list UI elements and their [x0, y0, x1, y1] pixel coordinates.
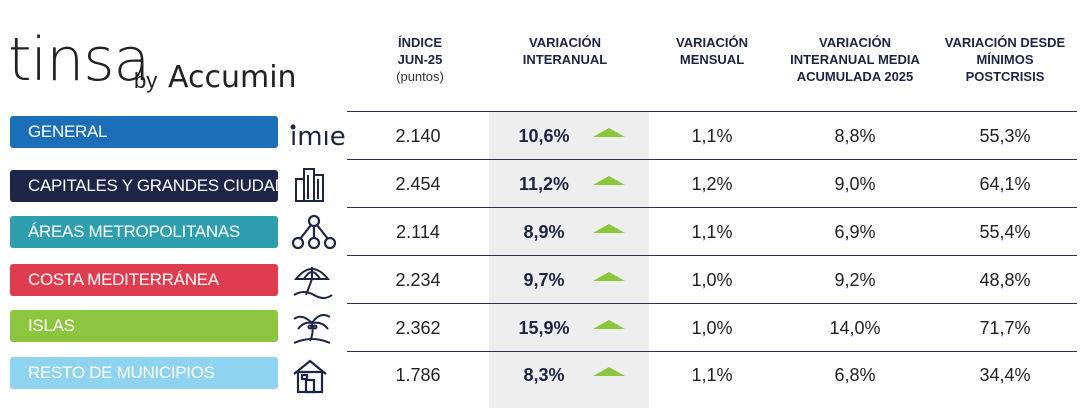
minimos-value: 64,1%: [979, 174, 1031, 194]
header-indice: ÍNDICE Jun-25 (puntos): [396, 35, 444, 84]
mensual-value: 1,0%: [691, 270, 733, 290]
table-row: CAPITALES Y GRANDES CIUDADES 2.454 11,2% 1,…: [0, 0, 1090, 202]
network-nodes-icon: [290, 213, 344, 255]
header-variacion-mensual: VARIACIÓN MENSUAL: [676, 35, 748, 67]
header-variacion-interanual: VARIACIÓN INTERANUAL: [522, 35, 608, 67]
table-divider: [347, 159, 1077, 160]
minimos-value: 48,8%: [979, 270, 1031, 290]
table-row: RESTO DE MUNICIPIOS 1.786 8,3% 1,1% 6,8% 34,4…: [0, 0, 1090, 394]
up-trend-arrow-icon: [593, 367, 625, 376]
mensual-value: 1,1%: [691, 365, 733, 385]
up-trend-arrow-icon: [593, 320, 625, 329]
accumin-wordmark: Accumin: [168, 60, 297, 95]
interanual-value: 11,2%: [518, 174, 570, 194]
region-label: CAPITALES Y GRANDES CIUDADES: [10, 170, 309, 202]
up-trend-arrow-icon: [593, 176, 625, 185]
header-variacion-media: VARIACIÓN INTERANUAL MEDIA ACUMULADA 202…: [790, 35, 920, 84]
city-buildings-icon: [290, 165, 344, 207]
media-value: 8,8%: [834, 126, 876, 146]
region-label: RESTO DE MUNICIPIOS: [10, 357, 278, 389]
mensual-value: 1,1%: [691, 222, 733, 242]
indice-value: 2.114: [396, 222, 440, 242]
media-value: 9,0%: [834, 174, 876, 194]
svg-text:ımıe: ımıe: [290, 122, 346, 152]
interanual-value: 9,7%: [523, 270, 565, 290]
region-label: ÁREAS METROPOLITANAS: [10, 216, 278, 248]
mensual-value: 1,0%: [691, 318, 733, 338]
table-row: GENERAL ımıe 2.140 10,6% 1,1% 8,8% 55,3%: [0, 0, 1090, 152]
indice-value: 2.362: [395, 318, 441, 338]
minimos-value: 71,7%: [979, 318, 1031, 338]
table-divider: [347, 207, 1077, 208]
palm-island-icon: [290, 309, 344, 351]
minimos-value: 34,4%: [979, 365, 1031, 385]
indice-value: 2.454: [395, 174, 441, 194]
table-row: ÁREAS METROPOLITANAS 2.114 8,9% 1,1% 6,9% 55,…: [0, 0, 1090, 250]
up-trend-arrow-icon: [593, 128, 625, 137]
table-divider: [347, 111, 1077, 112]
mensual-value: 1,2%: [691, 174, 733, 194]
up-trend-arrow-icon: [593, 272, 625, 281]
up-trend-arrow-icon: [593, 224, 625, 233]
imie-logo-icon: ımıe: [290, 117, 346, 159]
region-label: COSTA MEDITERRÁNEA: [10, 264, 278, 296]
tinsa-accumin-logo: tinsa by Accumin: [8, 30, 298, 102]
header-variacion-minimos: VARIACIÓN DESDE MÍNIMOS POSTCRISIS: [944, 35, 1066, 84]
media-value: 6,9%: [834, 222, 876, 242]
table-divider: [347, 303, 1077, 304]
indice-value: 2.140: [395, 126, 441, 146]
table-divider: [347, 255, 1077, 256]
media-value: 14,0%: [829, 318, 881, 338]
tinsa-wordmark: tinsa: [8, 25, 150, 95]
beach-umbrella-icon: [290, 261, 344, 303]
house-icon: [290, 356, 344, 398]
logo-by-text: by: [134, 68, 158, 93]
mensual-value: 1,1%: [691, 126, 733, 146]
table-divider: [347, 351, 1077, 352]
interanual-value: 8,3%: [523, 365, 565, 385]
indice-value: 2.234: [395, 270, 441, 290]
interanual-value: 10,6%: [518, 126, 570, 146]
interanual-column-highlight: [489, 112, 649, 408]
table-row: COSTA MEDITERRÁNEA 2.234 9,7% 1,0% 9,2% 48,8%: [0, 0, 1090, 299]
indice-value: 1.786: [395, 365, 441, 385]
interanual-value: 15,9%: [518, 318, 570, 338]
minimos-value: 55,3%: [979, 126, 1031, 146]
region-label: ISLAS: [10, 310, 278, 342]
table-row: ISLAS 2.362 15,9% 1,0% 14,0% 71,7%: [0, 0, 1090, 344]
media-value: 6,8%: [834, 365, 876, 385]
media-value: 9,2%: [834, 270, 876, 290]
minimos-value: 55,4%: [979, 222, 1031, 242]
interanual-value: 8,9%: [523, 222, 565, 242]
region-label: GENERAL: [10, 116, 278, 148]
